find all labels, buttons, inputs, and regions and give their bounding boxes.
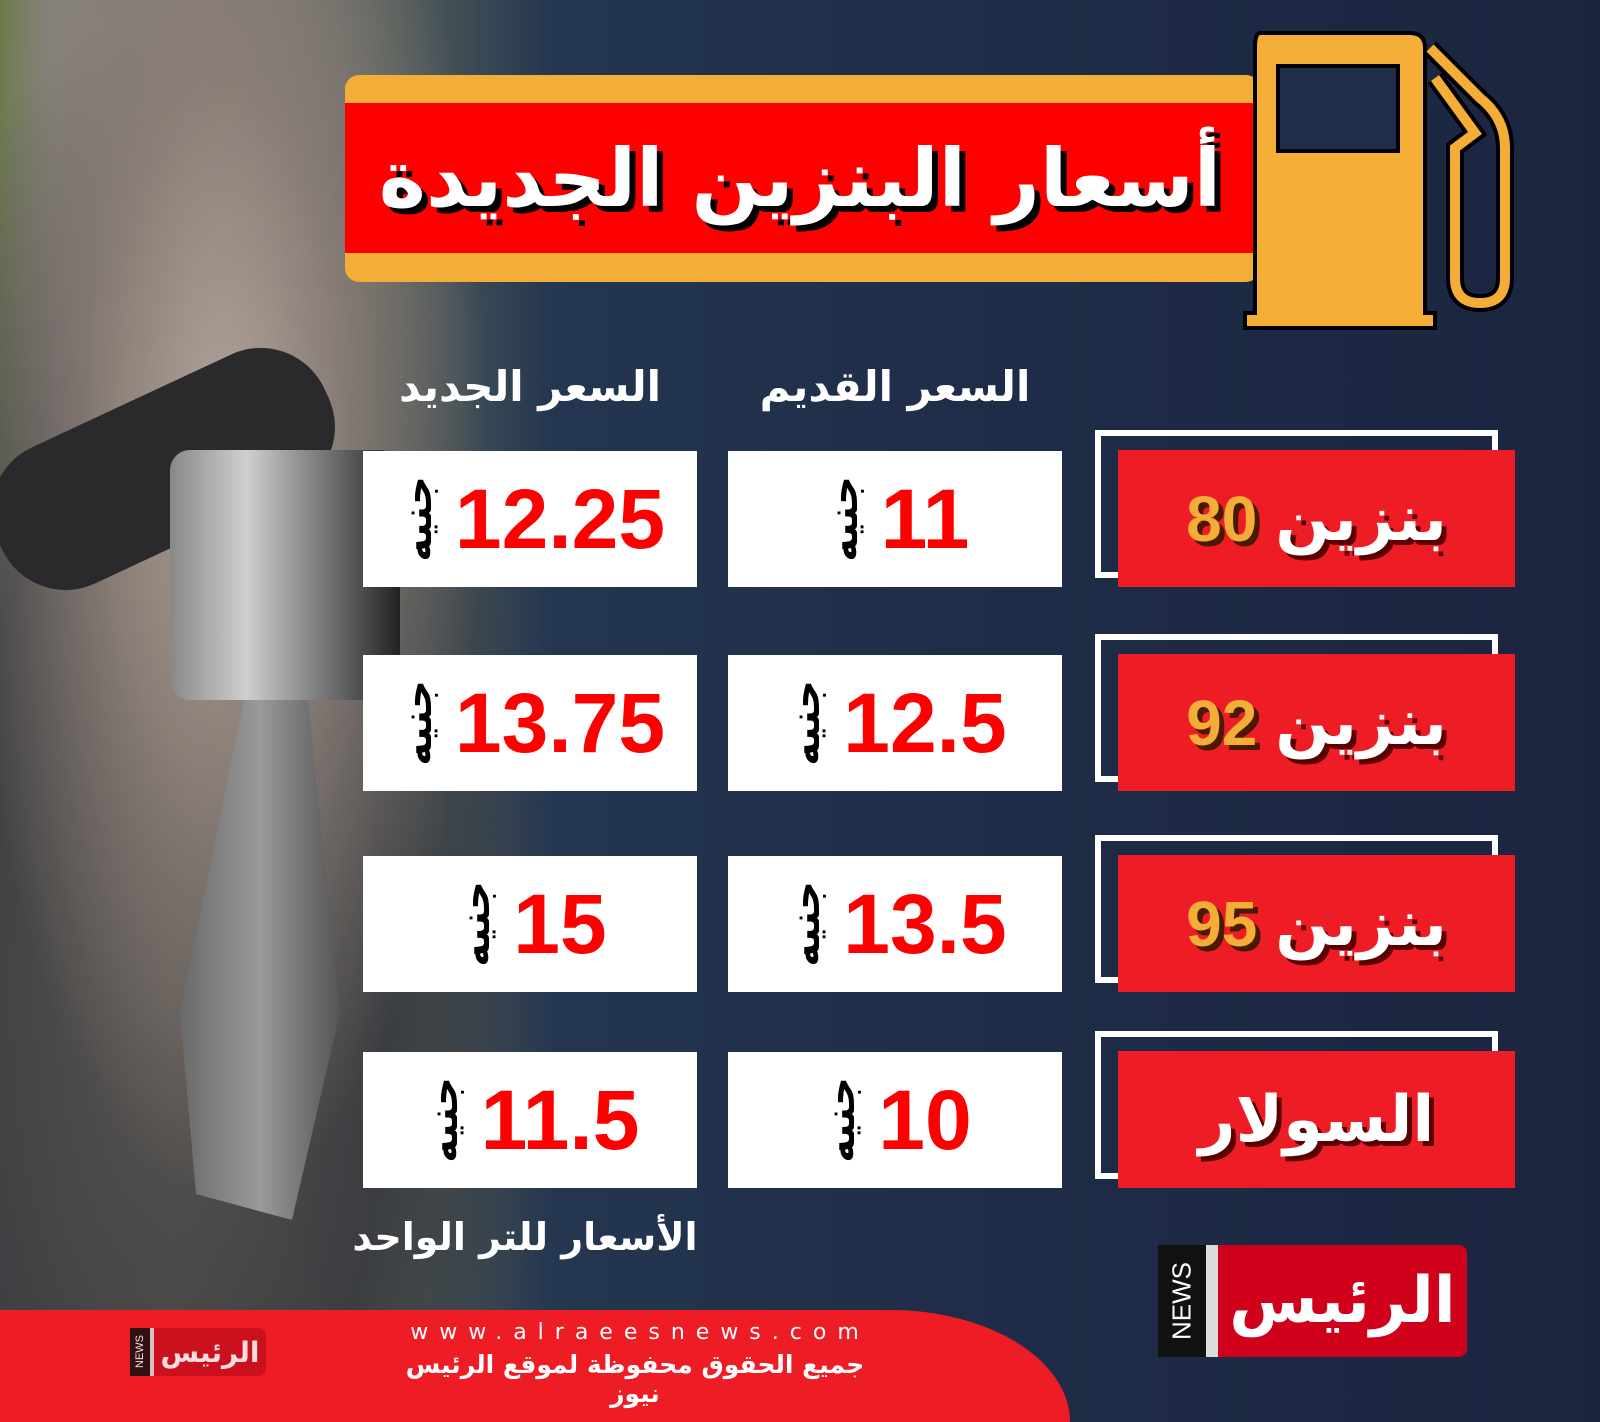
new-price-box: جنيه 12.25: [363, 451, 697, 587]
fuel-pump-icon: [1243, 31, 1514, 330]
footer-url[interactable]: www.alraeesnews.com: [410, 1320, 870, 1345]
label-box: السولار: [1118, 1051, 1515, 1188]
currency-label: جنيه: [420, 1077, 467, 1163]
currency-label: جنيه: [818, 1077, 865, 1163]
currency-label: جنيه: [820, 476, 867, 562]
currency-label: جنيه: [394, 476, 441, 562]
old-price: 13.5: [843, 876, 1007, 971]
fuel-nozzle: [170, 450, 400, 700]
old-price: 11: [880, 471, 970, 566]
new-price-box: جنيه 13.75: [363, 655, 697, 791]
footer-rights: جميع الحقوق محفوظة لموقع الرئيس نيوز: [405, 1350, 865, 1408]
footer-logo: NEWS الرئيس: [130, 1328, 266, 1376]
new-price: 11.5: [480, 1072, 640, 1167]
fuel-name: السولار: [1198, 1082, 1435, 1157]
currency-label: جنيه: [783, 680, 830, 766]
unit-note: الأسعار للتر الواحد: [352, 1215, 698, 1259]
logo-separator: [1206, 1245, 1218, 1357]
new-price: 12.25: [454, 471, 666, 566]
octane-number: 92: [1186, 686, 1258, 759]
brand-logo: NEWS الرئيس: [1158, 1245, 1467, 1357]
fuel-name: بنزين: [1275, 886, 1447, 961]
currency-label: جنيه: [783, 881, 830, 967]
logo-name: الرئيس: [1218, 1245, 1467, 1357]
old-price-box: جنيه 10: [728, 1052, 1062, 1188]
logo-news: NEWS: [1158, 1245, 1206, 1357]
old-price-box: جنيه 12.5: [728, 655, 1062, 791]
new-price-box: جنيه 15: [363, 856, 697, 992]
old-price: 12.5: [843, 675, 1007, 770]
old-price-box: جنيه 13.5: [728, 856, 1062, 992]
header-new-price: السعر الجديد: [398, 362, 662, 411]
label-box: بنزين 92: [1118, 654, 1515, 791]
page-title: أسعار البنزين الجديدة: [378, 131, 1222, 225]
header-old-price: السعر القديم: [759, 362, 1031, 411]
title-banner-red: [345, 103, 1255, 253]
new-price: 15: [513, 876, 607, 971]
new-price-box: جنيه 11.5: [363, 1052, 697, 1188]
new-price: 13.75: [454, 675, 666, 770]
logo-name: الرئيس: [154, 1328, 266, 1376]
label-box: بنزين 95: [1118, 855, 1515, 992]
fuel-name: بنزين: [1275, 685, 1447, 760]
fuel-name: بنزين: [1275, 481, 1447, 556]
logo-separator: [150, 1328, 154, 1376]
currency-label: جنيه: [453, 881, 500, 967]
old-price-box: جنيه 11: [728, 451, 1062, 587]
label-box: بنزين 80: [1118, 450, 1515, 587]
logo-news: NEWS: [130, 1328, 150, 1376]
octane-number: 95: [1186, 887, 1258, 960]
octane-number: 80: [1186, 482, 1258, 555]
old-price: 10: [878, 1072, 972, 1167]
currency-label: جنيه: [394, 680, 441, 766]
